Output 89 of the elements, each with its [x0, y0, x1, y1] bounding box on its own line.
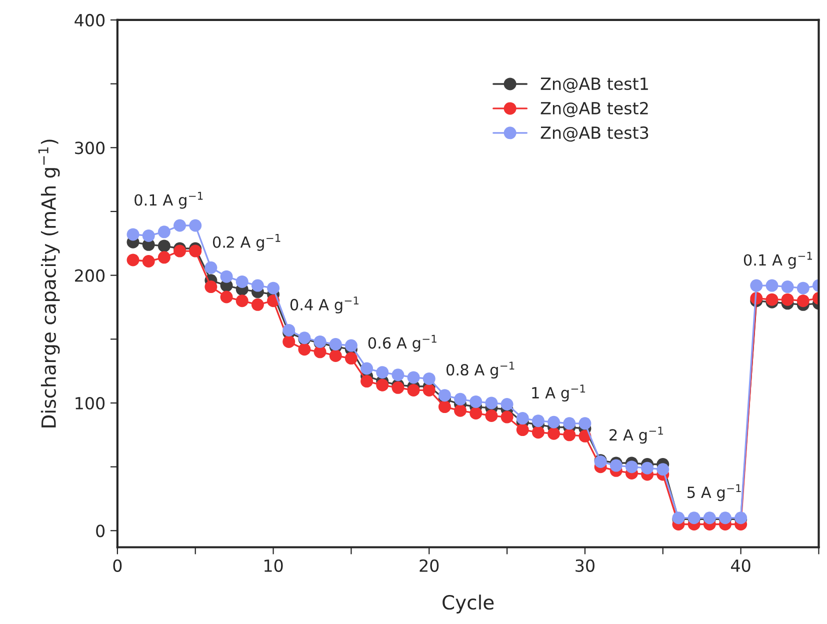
y-tick-label: 200 [75, 269, 105, 282]
point [189, 219, 202, 232]
point [392, 368, 404, 382]
y-axis-title: Discharge capacity (mAh g$^{−1}$) [38, 140, 60, 428]
x-tick-label: 30 [576, 559, 594, 572]
point [298, 343, 311, 356]
annotation: 5 A g$^{−1}$ [688, 484, 741, 502]
point [360, 375, 374, 388]
point [796, 282, 810, 294]
point [174, 219, 186, 232]
point [470, 406, 482, 420]
annotation: 0.8 A g$^{−1}$ [446, 362, 514, 379]
point [454, 392, 467, 406]
point [360, 362, 374, 375]
point [267, 282, 280, 294]
x-tick-label: 10 [264, 559, 283, 572]
point [485, 396, 498, 410]
legend-label: Zn@AB test1 [540, 78, 648, 93]
point [251, 279, 264, 292]
point [126, 254, 140, 266]
point [142, 229, 155, 242]
point [548, 416, 560, 428]
point [236, 294, 248, 308]
point [392, 381, 404, 394]
point [142, 255, 155, 268]
annotation: 0.2 A g$^{−1}$ [212, 234, 280, 251]
point [578, 417, 592, 430]
point [174, 244, 186, 258]
point [532, 414, 544, 428]
point [766, 293, 778, 306]
point [516, 412, 529, 425]
point [251, 298, 264, 311]
x-tick-label: 0 [113, 559, 122, 572]
point [158, 226, 170, 238]
point [376, 378, 389, 392]
annotation: 0.6 A g$^{−1}$ [368, 334, 436, 352]
point [625, 460, 638, 474]
point [500, 410, 514, 424]
y-tick-label: 400 [74, 14, 105, 27]
point [438, 389, 451, 402]
legend-label: Zn@AB test3 [540, 126, 648, 142]
point [485, 409, 498, 422]
point [407, 384, 420, 396]
point [158, 240, 170, 252]
annotation: 0.1 A g$^{−1}$ [134, 192, 203, 209]
point [158, 251, 170, 264]
point [438, 400, 451, 414]
point [796, 294, 810, 308]
point [641, 462, 654, 474]
point [750, 279, 763, 292]
point [516, 424, 529, 436]
point [548, 427, 560, 440]
point [220, 290, 233, 304]
point [766, 279, 778, 292]
point [204, 261, 218, 274]
annotation: 0.1 A g$^{−1}$ [744, 252, 812, 269]
legend-label: Zn@AB test2 [540, 102, 648, 118]
point [329, 338, 342, 350]
x-tick-label: 40 [731, 559, 750, 572]
point [781, 293, 794, 306]
annotation: 0.4 A g$^{−1}$ [290, 296, 358, 314]
point [220, 270, 233, 283]
annotation: 2 A g$^{−1}$ [610, 426, 663, 444]
point [189, 244, 202, 258]
point [126, 228, 140, 241]
point [422, 372, 436, 385]
point [407, 371, 420, 384]
y-tick-label: 0 [96, 524, 105, 538]
point [344, 339, 358, 352]
point [376, 366, 389, 379]
point [204, 280, 218, 294]
point [236, 275, 248, 288]
y-tick-label: 300 [75, 142, 105, 154]
point [610, 459, 622, 472]
point [532, 426, 544, 439]
x-tick-label: 20 [420, 559, 439, 572]
point [422, 384, 436, 396]
point [781, 280, 794, 294]
point [563, 417, 576, 430]
point [563, 428, 576, 442]
point [344, 352, 358, 365]
point [454, 404, 467, 417]
point [500, 398, 514, 411]
x-axis-title: Cycle [442, 594, 494, 614]
annotation: 1 A g$^{−1}$ [532, 384, 586, 402]
point [656, 463, 670, 476]
point [329, 349, 342, 362]
point [470, 395, 482, 408]
y-tick-label: 100 [76, 396, 105, 410]
